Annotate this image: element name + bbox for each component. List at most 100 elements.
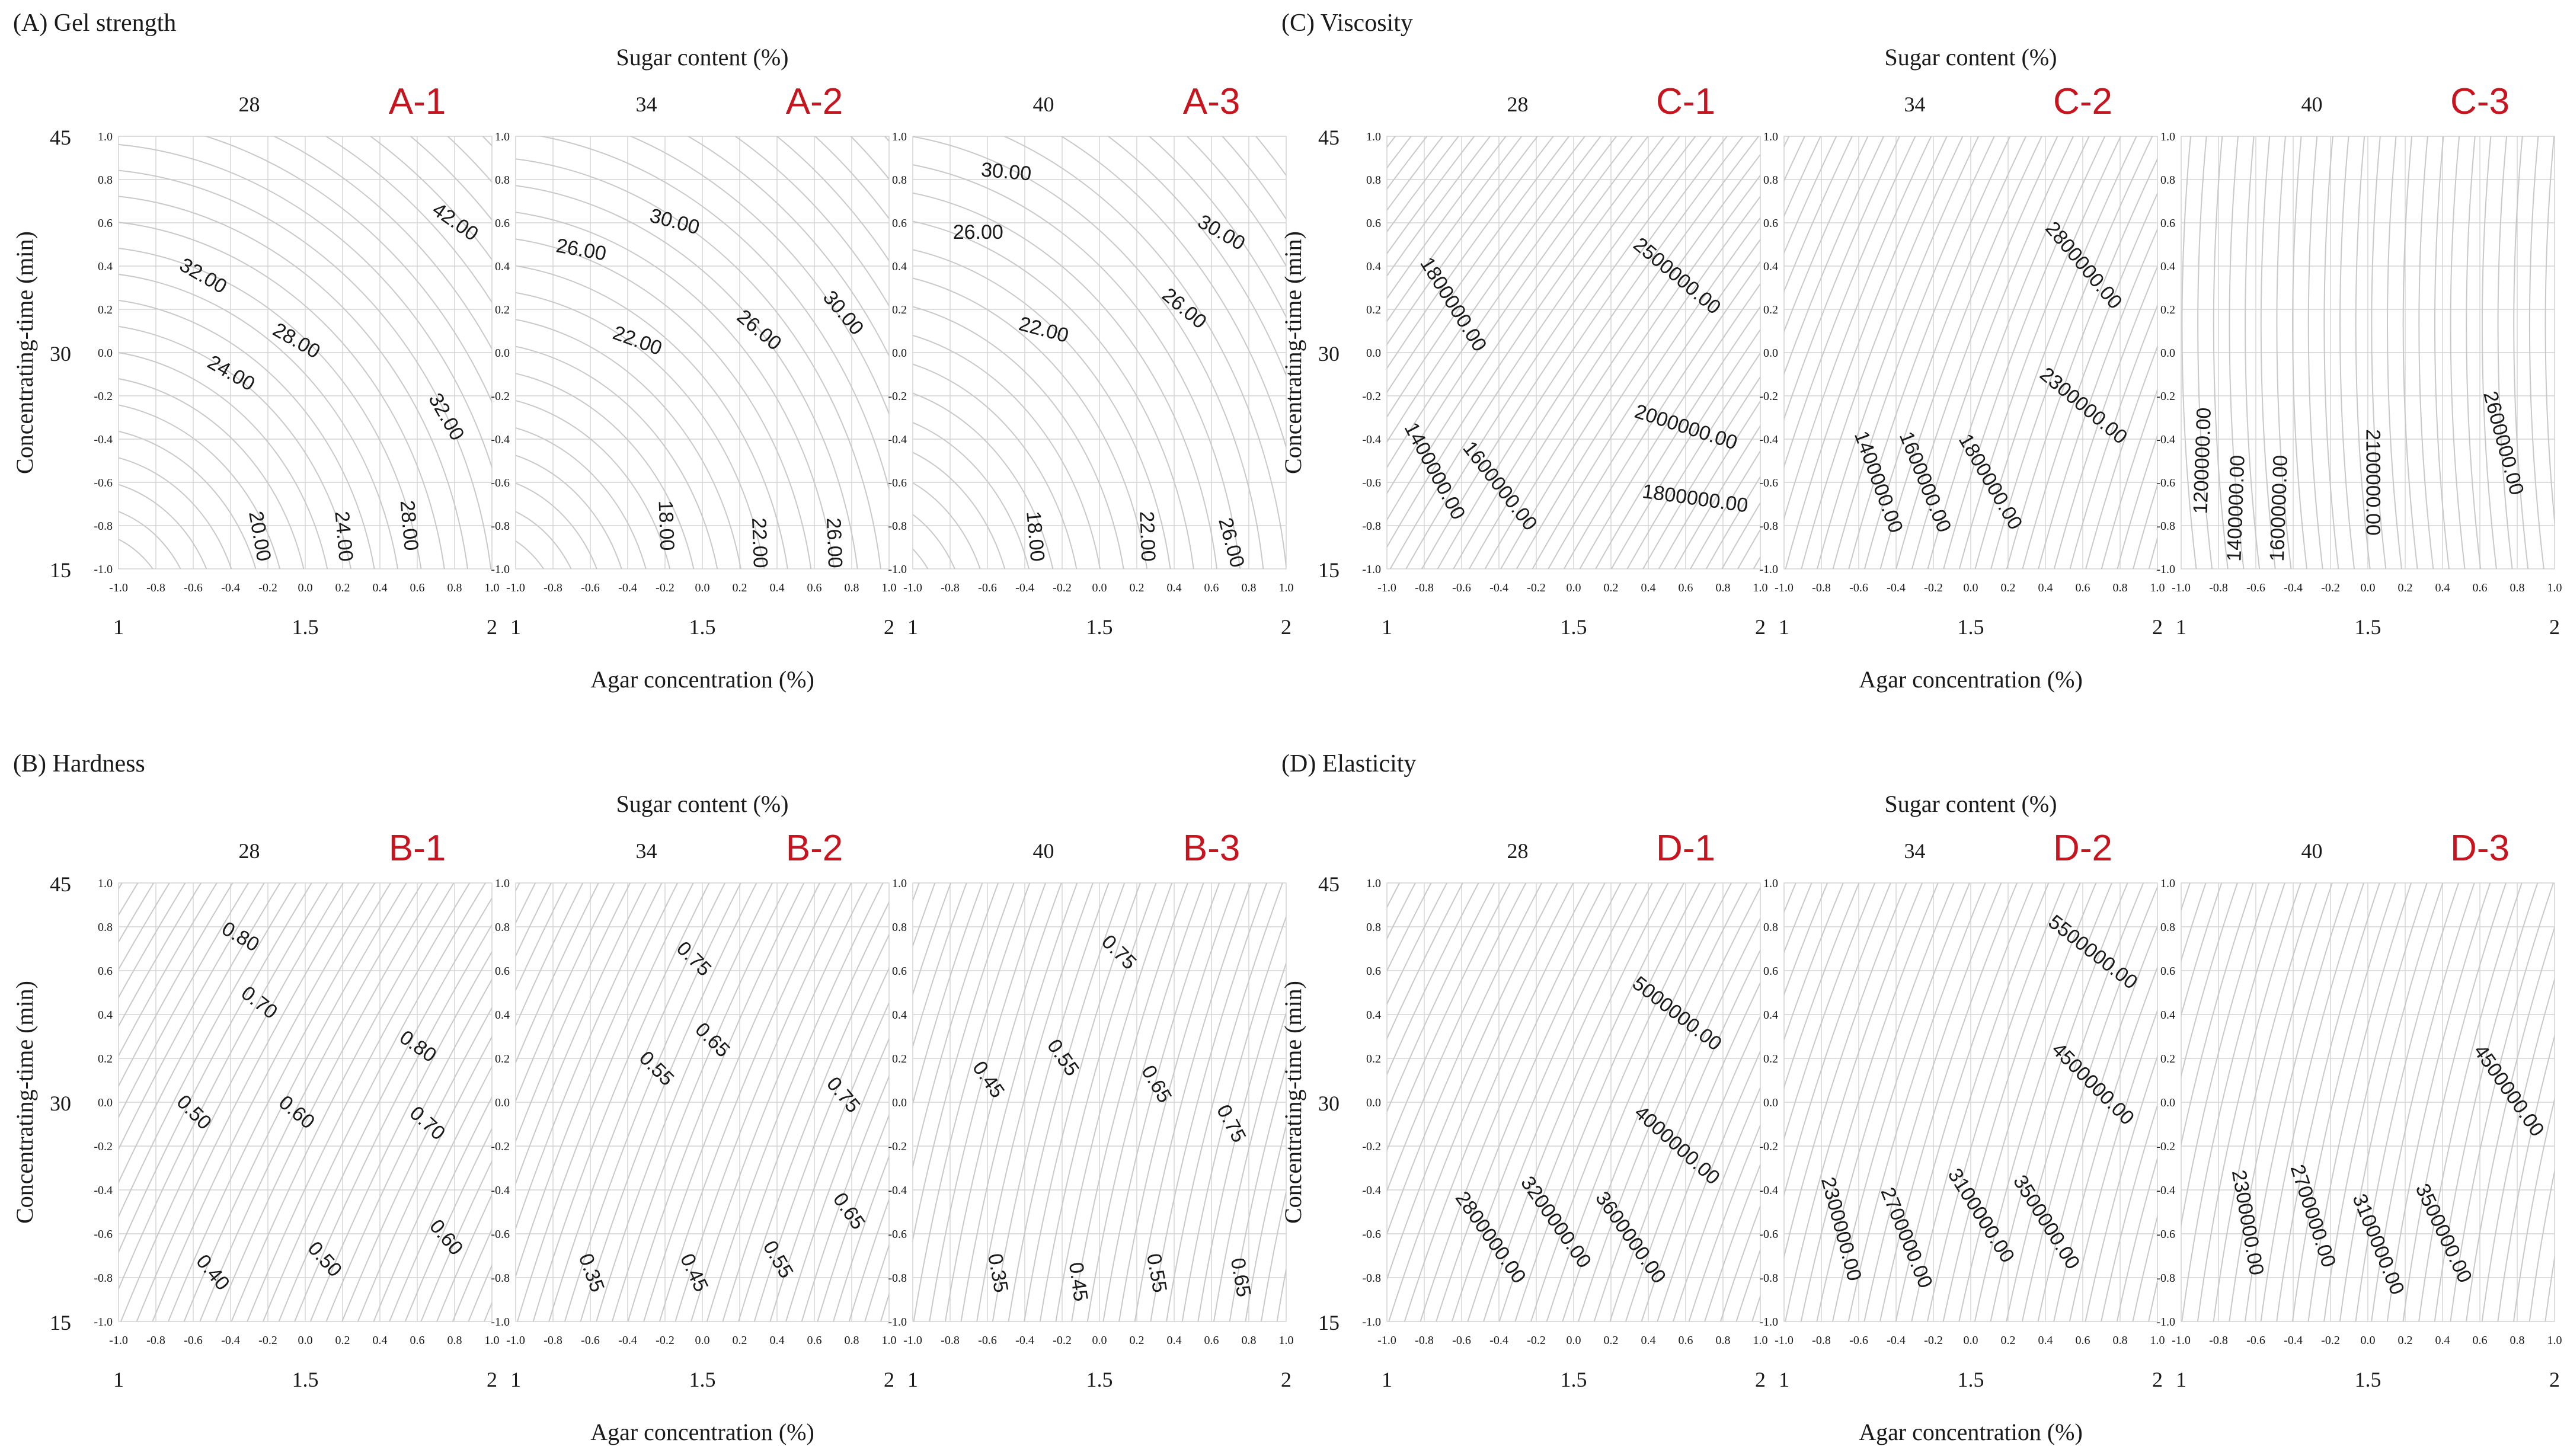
coded-y-tick: -0.2 xyxy=(1759,390,1778,403)
contour-line xyxy=(2307,136,2323,569)
contour-line xyxy=(2434,136,2450,569)
contour-line xyxy=(2038,228,2157,569)
contour-line xyxy=(2181,136,2197,569)
coded-x-tick: -0.2 xyxy=(656,1334,674,1347)
contour-line xyxy=(2181,883,2254,1147)
coded-y-tick: 0.4 xyxy=(1763,1009,1778,1022)
coded-x-tick: 0.6 xyxy=(2076,581,2090,594)
contour-line xyxy=(2181,883,2270,1228)
contour-line xyxy=(538,136,889,492)
panel-badge: B-2 xyxy=(786,828,843,869)
coded-y-tick: -1.0 xyxy=(2156,1316,2175,1329)
coded-x-tick: 0.8 xyxy=(1242,581,1257,594)
coded-y-tick: -0.4 xyxy=(888,1184,907,1197)
coded-x-tick: -0.8 xyxy=(146,581,165,594)
contour-line xyxy=(167,883,392,1321)
contour-label: 28.00 xyxy=(396,500,423,552)
contour-line xyxy=(913,883,1031,1321)
coded-x-tick: 0.0 xyxy=(1567,1334,1581,1347)
coded-x-tick: -0.2 xyxy=(2321,581,2340,594)
sugar-level: 40 xyxy=(1033,839,1054,863)
coded-y-tick: -1.0 xyxy=(94,1316,113,1329)
coded-y-tick: 0.6 xyxy=(892,217,907,230)
coded-x-tick: -0.2 xyxy=(1527,581,1546,594)
coded-x-tick: -0.4 xyxy=(618,581,637,594)
coded-x-tick: 1.0 xyxy=(2150,581,2165,594)
contour-line xyxy=(1879,883,2018,1321)
coded-y-tick: 0.6 xyxy=(1763,965,1778,978)
coded-y-tick: 1.0 xyxy=(2160,877,2175,890)
sugar-content-label: Sugar content (%) xyxy=(1884,44,2057,71)
contour-line xyxy=(278,897,492,1321)
coded-x-tick: 0.2 xyxy=(1130,1334,1145,1347)
contour-label: 1400000.00 xyxy=(2223,455,2249,562)
coded-x-tick: -0.2 xyxy=(1924,581,1943,594)
coded-x-tick: -1.0 xyxy=(903,1334,922,1347)
contour-line xyxy=(2133,483,2157,569)
contour-line xyxy=(564,883,741,1321)
actual-x-tick: 1 xyxy=(510,615,521,639)
contour-line xyxy=(643,883,821,1321)
coded-y-tick: -0.8 xyxy=(1362,520,1381,533)
contour-label: 26.00 xyxy=(953,221,1003,244)
actual-x-tick: 1.5 xyxy=(292,1368,319,1391)
contour-label: 4500000.00 xyxy=(2469,1041,2549,1141)
contour-label: 0.45 xyxy=(1064,1261,1092,1303)
coded-y-tick: -0.4 xyxy=(1759,1184,1778,1197)
contour-line xyxy=(1387,883,1448,1006)
contour-line xyxy=(1483,883,1669,1321)
contour-line xyxy=(1784,136,1932,521)
contour-label: 30.00 xyxy=(647,204,702,239)
panel-badge: D-3 xyxy=(2450,828,2510,869)
contour-line xyxy=(1641,1015,1760,1321)
coded-x-tick: -1.0 xyxy=(109,581,128,594)
contour-label: 26.00 xyxy=(1158,284,1211,334)
contour-line xyxy=(1436,883,1622,1321)
contour-line xyxy=(1387,883,1479,1076)
contour-label: 0.55 xyxy=(635,1047,679,1090)
coded-x-tick: 1.0 xyxy=(2547,1334,2562,1347)
coded-y-tick: -0.4 xyxy=(491,1184,510,1197)
contour-line xyxy=(119,568,120,569)
contour-line xyxy=(1002,136,1286,569)
contour-line xyxy=(1039,883,1157,1321)
contour-line xyxy=(864,1243,889,1321)
contour-line xyxy=(2339,883,2444,1321)
contour-label: 0.75 xyxy=(1212,1101,1251,1146)
contour-line xyxy=(481,136,492,147)
coded-x-tick: 0.0 xyxy=(695,1334,710,1347)
contour-line xyxy=(2355,136,2371,569)
contour-line xyxy=(1657,1049,1760,1321)
coded-y-tick: -0.8 xyxy=(1759,520,1778,533)
contour-line xyxy=(2006,157,2157,569)
contour-line xyxy=(2053,965,2157,1321)
coded-y-tick: 1.0 xyxy=(892,130,907,143)
contour-line xyxy=(929,883,1047,1321)
actual-x-tick: 1.5 xyxy=(1958,615,1984,639)
contour-line xyxy=(1784,136,1885,376)
sugar-level: 28 xyxy=(239,839,260,863)
coded-y-tick: -0.8 xyxy=(888,1272,907,1285)
coded-y-tick: 0.6 xyxy=(2160,217,2175,230)
coded-y-tick: -0.2 xyxy=(94,390,113,403)
contour-line xyxy=(1451,883,1638,1321)
coded-x-tick: 0.0 xyxy=(1092,1334,1107,1347)
coded-y-tick: -0.2 xyxy=(2156,390,2175,403)
contour-line xyxy=(1705,475,1760,569)
coded-y-tick: -0.6 xyxy=(1362,1228,1381,1241)
contour-line xyxy=(1387,136,1507,300)
coded-x-tick: -1.0 xyxy=(506,581,525,594)
coded-x-tick: 0.0 xyxy=(2361,1334,2376,1347)
contour-label: 0.45 xyxy=(676,1250,712,1295)
contour-line xyxy=(1719,1204,1760,1321)
contour-line xyxy=(2197,883,2301,1321)
contour-line xyxy=(1197,961,1286,1321)
panel-c-2: 2800000.002300000.001400000.001600000.00… xyxy=(1759,81,2165,639)
coded-x-tick: -0.4 xyxy=(1015,1334,1034,1347)
coded-x-tick: 1.0 xyxy=(485,1334,500,1347)
coded-y-tick: -0.8 xyxy=(1759,1272,1778,1285)
coded-x-tick: 0.2 xyxy=(2398,1334,2413,1347)
coded-x-tick: -0.6 xyxy=(2246,581,2265,594)
